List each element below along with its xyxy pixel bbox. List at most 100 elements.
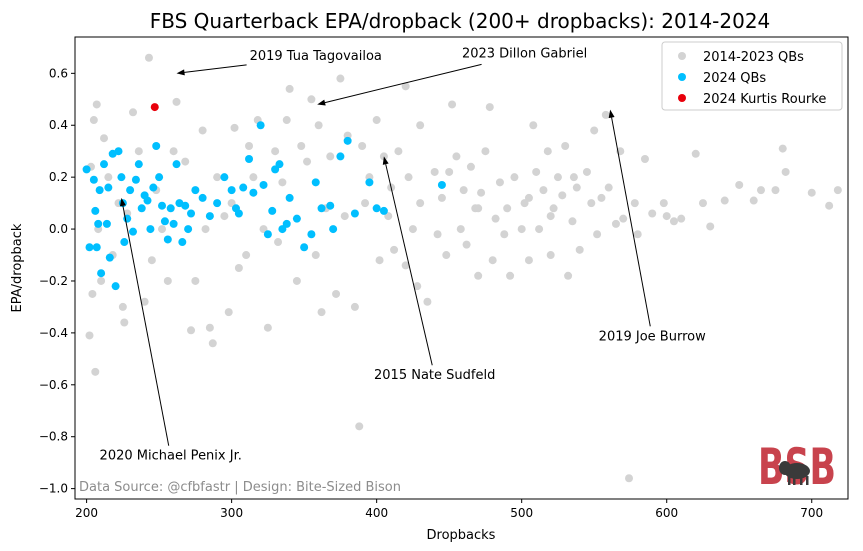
x-tick-label-4: 600	[655, 506, 678, 520]
data-point-s2-0	[150, 103, 159, 112]
y-tick-label-7: 0.4	[49, 118, 68, 132]
data-point-s0-32	[213, 173, 222, 182]
data-point-s0-111	[546, 251, 555, 260]
data-point-s1-20	[129, 227, 138, 236]
data-point-s1-19	[126, 186, 135, 195]
data-point-s1-51	[249, 188, 258, 197]
data-point-s1-62	[300, 243, 309, 252]
x-axis-label: Dropbacks	[427, 528, 496, 543]
data-point-s1-70	[350, 209, 359, 218]
data-point-s0-92	[474, 271, 483, 280]
data-point-s0-155	[524, 193, 533, 202]
data-point-s0-107	[532, 167, 541, 176]
annotation-arrow-4	[122, 205, 170, 446]
data-point-s0-116	[564, 271, 573, 280]
data-point-s0-153	[416, 121, 425, 130]
series-2	[150, 103, 159, 112]
y-tick-label-1: −0.8	[39, 430, 68, 444]
annotation-arrowhead-0	[176, 69, 185, 76]
data-point-s0-88	[459, 186, 468, 195]
data-point-s0-149	[807, 188, 816, 197]
data-point-s0-18	[147, 256, 156, 265]
data-point-s1-7	[97, 269, 106, 278]
data-point-s0-48	[285, 84, 294, 93]
data-point-s0-68	[375, 256, 384, 265]
data-point-s1-72	[372, 204, 381, 213]
data-point-s0-36	[230, 123, 239, 132]
data-point-s0-17	[140, 297, 149, 306]
data-point-s0-80	[430, 167, 439, 176]
data-point-s0-58	[332, 289, 341, 298]
data-point-s0-138	[677, 214, 686, 223]
x-axis-ticks: 200 300 400 500 600 700	[75, 499, 823, 520]
data-point-s1-0	[82, 165, 91, 174]
data-point-s0-83	[442, 251, 451, 260]
data-point-s1-42	[198, 193, 207, 202]
data-point-s1-45	[220, 173, 229, 182]
annotation-arrowhead-3	[608, 109, 615, 119]
annotation-arrow-1	[324, 63, 482, 104]
data-point-s1-49	[239, 183, 248, 192]
x-tick-label-2: 400	[365, 506, 388, 520]
legend-box	[661, 41, 843, 111]
data-point-s0-118	[572, 183, 581, 192]
data-point-s0-63	[355, 422, 364, 431]
data-point-s1-29	[155, 173, 164, 182]
data-point-s1-41	[191, 186, 200, 195]
data-point-s0-140	[698, 199, 707, 208]
data-point-s0-141	[706, 222, 715, 231]
legend-marker-2	[678, 94, 686, 102]
data-point-s0-37	[234, 264, 243, 272]
data-point-s0-101	[506, 271, 515, 280]
annotation-label-2: 2015 Nate Sudfeld	[374, 368, 495, 383]
annotation-label-1: 2023 Dillon Gabriel	[462, 46, 587, 61]
annotation-label-0: 2019 Tua Tagovailoa	[250, 49, 382, 64]
data-point-s1-6	[95, 186, 104, 195]
data-point-s0-152	[401, 82, 410, 91]
data-point-s0-148	[781, 167, 790, 176]
data-point-s0-25	[181, 157, 190, 166]
data-point-s1-37	[178, 238, 187, 247]
data-point-s0-79	[423, 297, 432, 306]
x-tick-label-3: 500	[510, 506, 533, 520]
data-point-s1-10	[104, 183, 113, 192]
data-point-s0-13	[120, 318, 129, 327]
data-point-s0-15	[129, 108, 138, 117]
data-point-s1-35	[172, 160, 181, 169]
data-point-s0-124	[597, 193, 606, 202]
data-point-s0-40	[249, 173, 258, 182]
data-point-s0-98	[495, 178, 504, 187]
data-point-s0-3	[88, 289, 97, 298]
data-point-s0-103	[517, 225, 526, 234]
data-point-s0-139	[691, 149, 700, 158]
annotation-arrows	[119, 63, 651, 446]
data-point-s0-93	[477, 188, 486, 197]
plot-points	[82, 53, 842, 483]
data-point-s0-16	[134, 147, 143, 156]
y-tick-label-6: 0.2	[49, 170, 68, 184]
data-point-s1-28	[152, 142, 161, 151]
data-point-s0-81	[433, 230, 442, 239]
data-point-s0-54	[314, 121, 323, 130]
data-point-s1-63	[307, 230, 316, 239]
data-point-s0-52	[307, 95, 316, 104]
data-point-s0-150	[825, 201, 834, 210]
data-point-s1-34	[169, 219, 178, 228]
data-point-s1-27	[149, 183, 158, 192]
annotation-arrowhead-1	[317, 99, 326, 106]
data-point-s1-22	[134, 160, 143, 169]
data-point-s0-87	[456, 225, 465, 234]
data-point-s0-113	[553, 173, 562, 182]
data-point-s1-61	[292, 214, 301, 223]
plot-frame	[74, 36, 849, 500]
bison-icon	[779, 461, 810, 485]
x-tick-label-1: 300	[220, 506, 243, 520]
legend-label-0: 2014-2023 QBs	[703, 50, 804, 65]
data-point-s0-78	[416, 199, 425, 208]
data-point-s0-145	[756, 186, 765, 195]
data-point-s0-132	[633, 230, 642, 239]
data-point-s0-147	[778, 144, 787, 153]
data-point-s0-34	[224, 308, 233, 317]
data-point-s0-39	[245, 142, 254, 151]
